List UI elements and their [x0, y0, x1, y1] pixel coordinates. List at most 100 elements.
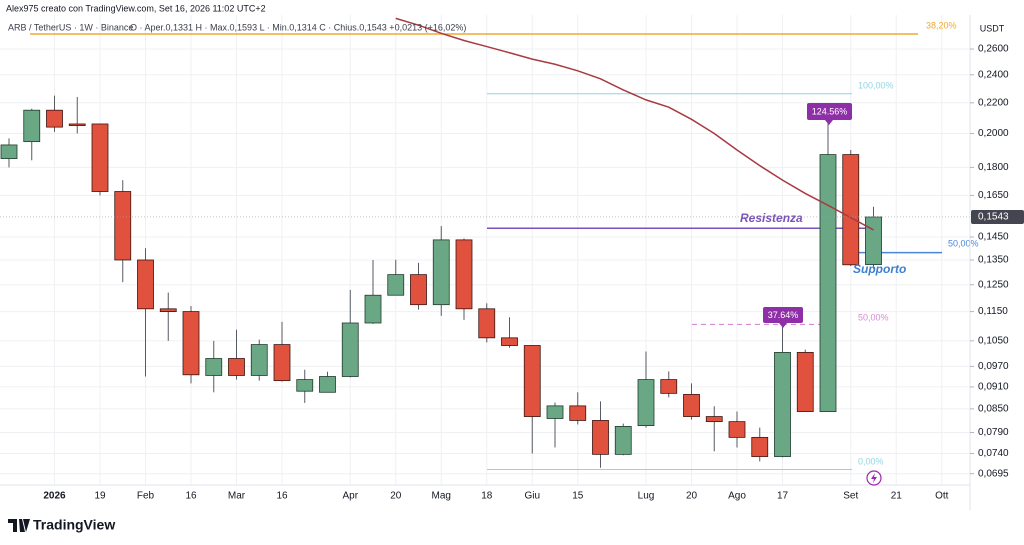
- x-tick-label: 15: [572, 491, 584, 502]
- y-tick-label: 0,0910: [978, 382, 1009, 393]
- callout: 37.64%: [763, 307, 803, 328]
- candle-body: [228, 358, 245, 376]
- x-tick-label: 20: [686, 491, 698, 502]
- x-tick-label: Ago: [728, 491, 746, 502]
- callout-text: 37.64%: [768, 310, 799, 320]
- last-price-label: 0,1543: [978, 212, 1009, 223]
- candle-body: [319, 376, 336, 393]
- y-tick-label: 0,1250: [978, 279, 1009, 290]
- callout: 124.56%: [807, 103, 852, 125]
- candle-body: [478, 308, 496, 339]
- ohlc-legend: O · Aper.0,1331 H · Max.0,1593 L · Min.0…: [130, 22, 466, 32]
- callout-box: [763, 307, 803, 323]
- x-tick-label: Lug: [638, 491, 655, 502]
- candle-body: [660, 379, 678, 394]
- candle-body: [0, 144, 18, 159]
- y-tick-label: 0,0970: [978, 361, 1009, 372]
- candle-body: [683, 394, 700, 417]
- level-label: 100,00%: [858, 80, 894, 90]
- level-label: 0,00%: [858, 456, 884, 466]
- candle-body: [182, 311, 200, 376]
- brand-logo: TradingView: [8, 517, 115, 533]
- candle-body: [705, 416, 723, 423]
- x-tick-label: Giu: [524, 491, 540, 502]
- x-tick-label: Apr: [342, 491, 358, 502]
- replay-icon[interactable]: [866, 470, 882, 486]
- y-tick-label: 0,1800: [978, 162, 1009, 173]
- y-tick-label: 0,2000: [978, 128, 1009, 139]
- candle-body: [774, 352, 791, 457]
- y-tick-label: 0,0790: [978, 427, 1009, 438]
- moving-average: [395, 17, 874, 231]
- candle-body: [68, 123, 86, 126]
- y-tick-label: 0,1650: [978, 190, 1009, 201]
- symbol: ARB / TetherUS · 1W · Binance: [8, 22, 133, 32]
- callout-text: 124.56%: [812, 106, 848, 116]
- y-tick-label: 0,0850: [978, 404, 1009, 415]
- candle-body: [387, 274, 405, 296]
- level-label: 50,00%: [858, 312, 889, 322]
- candle-body: [728, 421, 746, 438]
- candle-body: [410, 274, 427, 306]
- candle-body: [842, 154, 860, 266]
- y-tick-label: 0,0695: [978, 468, 1009, 479]
- y-tick-label: 0,1150: [978, 306, 1008, 317]
- x-tick-label: 18: [481, 491, 493, 502]
- x-tick-label: Mag: [432, 491, 451, 502]
- callout-arrow: [825, 120, 833, 125]
- y-tick-label: 0,1450: [978, 232, 1009, 243]
- candle-body: [546, 405, 564, 419]
- x-tick-label: 19: [94, 491, 106, 502]
- y-axis-title: USDT: [980, 23, 1005, 33]
- x-tick-label: Feb: [137, 491, 155, 502]
- candle-body: [137, 259, 154, 310]
- y-tick-label: 0,2400: [978, 69, 1009, 80]
- candle-body: [432, 239, 450, 306]
- icon-bolt[interactable]: [871, 473, 877, 483]
- candle-body: [819, 154, 837, 412]
- last-price-box: [971, 209, 1024, 224]
- y-tick-label: 0,1350: [978, 255, 1009, 266]
- y-tick-label: 0,2200: [978, 97, 1009, 108]
- level-label: 50,00%: [948, 238, 979, 248]
- candle-body: [455, 239, 473, 310]
- candle-body: [273, 344, 291, 382]
- candle-body: [23, 109, 41, 143]
- candle-body: [364, 294, 382, 324]
- candle-body: [569, 405, 587, 421]
- candle-body: [637, 379, 655, 426]
- level-label: 38,20%: [926, 20, 957, 30]
- candle-body: [250, 344, 268, 376]
- candle-body: [523, 345, 541, 417]
- source: Alex975 creato con TradingView.com, Set …: [6, 3, 266, 13]
- callout-box: [807, 103, 852, 120]
- x-tick-label: Mar: [228, 491, 246, 502]
- x-tick-label: 17: [777, 491, 789, 502]
- y-tick-label: 0,2600: [978, 44, 1009, 55]
- candle-body: [341, 322, 359, 377]
- y-tick-label: 0,0740: [978, 448, 1009, 459]
- candle-body: [592, 420, 609, 455]
- level-label: Resistenza: [740, 211, 803, 225]
- candle-body: [205, 358, 223, 376]
- candle-body: [614, 425, 632, 455]
- candle-body: [865, 216, 882, 265]
- plot: 38,20% 100,00% 0,00% 50,00% 50,00% Resistenza: [0, 17, 979, 471]
- support-label: Supporto: [853, 262, 906, 276]
- x-tick-label: 2026: [43, 491, 66, 502]
- x-tick-label: 21: [891, 491, 903, 502]
- candle-body: [46, 109, 63, 128]
- candle-body: [751, 436, 769, 457]
- candle-body: [296, 379, 314, 392]
- x-tick-label: 16: [185, 491, 197, 502]
- candle-body: [159, 308, 177, 312]
- x-tick-label: 16: [276, 491, 288, 502]
- logo-mark: [8, 519, 30, 532]
- candle-body: [501, 337, 518, 346]
- y-tick-label: 0,1050: [978, 336, 1009, 347]
- candle-body: [796, 352, 814, 412]
- candle-body: [114, 191, 132, 261]
- x-tick-label: Ott: [935, 491, 949, 502]
